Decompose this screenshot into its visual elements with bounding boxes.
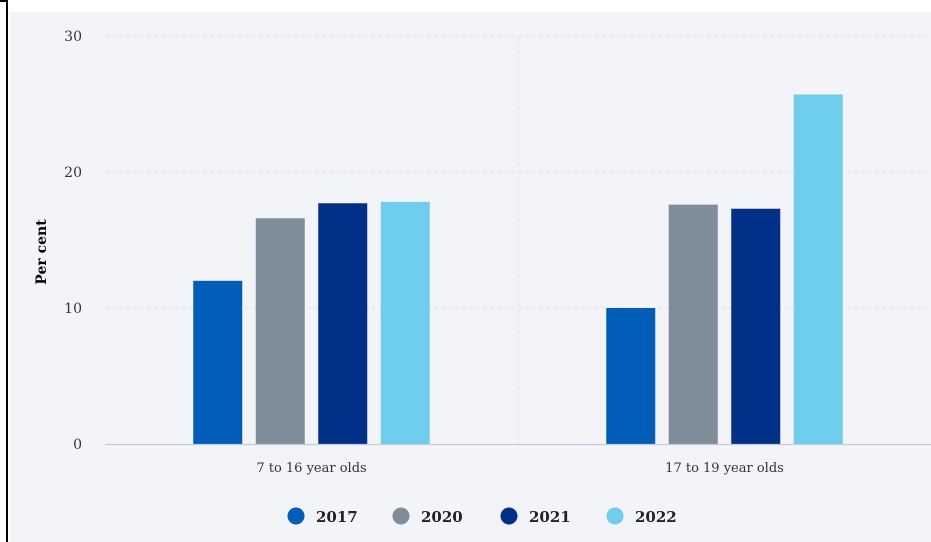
legend-item-2017[interactable]: 2017 xyxy=(287,507,358,527)
frame-border-left xyxy=(6,0,8,542)
bar-2017-1[interactable] xyxy=(193,280,243,444)
legend-label: 2021 xyxy=(529,508,571,526)
legend-swatch xyxy=(606,507,624,525)
bar-2020-2[interactable] xyxy=(668,204,718,444)
bars xyxy=(193,94,843,444)
bar-2020-1[interactable] xyxy=(255,218,305,444)
x-category-label: 7 to 16 year olds xyxy=(256,461,366,476)
y-tick-label: 10 xyxy=(64,301,82,317)
x-category-label: 17 to 19 year olds xyxy=(665,461,784,476)
bar-chart: 0 10 20 30 7 to 16 year olds 17 to 19 year ol… xyxy=(34,29,931,527)
legend-swatch xyxy=(500,507,518,525)
legend[interactable]: 2017 2020 2021 2022 xyxy=(287,507,677,527)
legend-swatch xyxy=(392,507,410,525)
axes: 0 10 20 30 7 to 16 year olds 17 to 19 year ol… xyxy=(64,29,931,476)
legend-item-2020[interactable]: 2020 xyxy=(392,507,463,527)
legend-label: 2022 xyxy=(635,508,677,526)
y-tick-label: 20 xyxy=(64,165,82,181)
y-tick-label: 0 xyxy=(73,437,82,453)
legend-label: 2017 xyxy=(316,508,358,526)
y-tick-label: 30 xyxy=(64,29,82,45)
gridlines xyxy=(105,35,931,444)
bar-2021-2[interactable] xyxy=(731,208,781,444)
legend-label: 2020 xyxy=(421,508,463,526)
y-axis-label: Per cent xyxy=(34,219,50,285)
legend-item-2022[interactable]: 2022 xyxy=(606,507,677,527)
frame-border-top xyxy=(0,0,8,2)
bar-2021-1[interactable] xyxy=(318,203,368,444)
legend-swatch xyxy=(287,507,305,525)
chart-area: 0 10 20 30 7 to 16 year olds 17 to 19 year ol… xyxy=(10,12,931,542)
bar-2017-2[interactable] xyxy=(606,308,656,444)
bar-2022-2[interactable] xyxy=(793,94,843,444)
bar-2022-1[interactable] xyxy=(380,201,430,444)
legend-item-2021[interactable]: 2021 xyxy=(500,507,571,527)
